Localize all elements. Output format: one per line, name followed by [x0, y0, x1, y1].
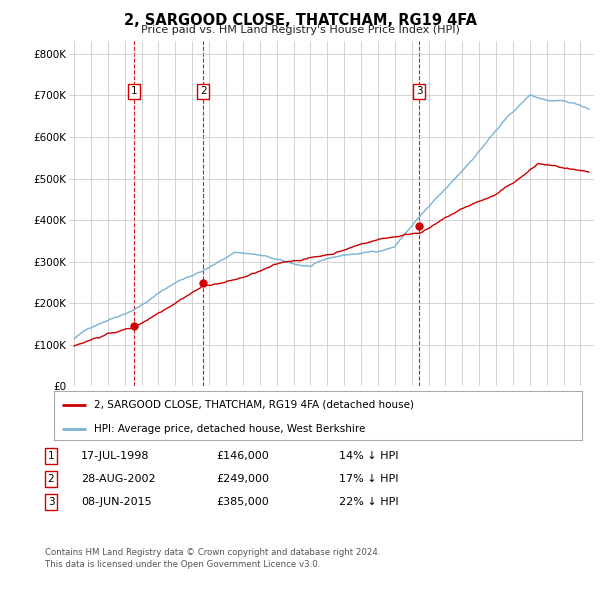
- Text: 17-JUL-1998: 17-JUL-1998: [81, 451, 149, 461]
- Text: 2: 2: [47, 474, 55, 484]
- Text: Price paid vs. HM Land Registry's House Price Index (HPI): Price paid vs. HM Land Registry's House …: [140, 25, 460, 35]
- Text: 1: 1: [131, 86, 137, 96]
- Point: [199, 278, 208, 288]
- Text: 2, SARGOOD CLOSE, THATCHAM, RG19 4FA (detached house): 2, SARGOOD CLOSE, THATCHAM, RG19 4FA (de…: [94, 399, 413, 409]
- Text: 1: 1: [47, 451, 55, 461]
- Text: 2, SARGOOD CLOSE, THATCHAM, RG19 4FA: 2, SARGOOD CLOSE, THATCHAM, RG19 4FA: [124, 13, 476, 28]
- Text: 2: 2: [200, 86, 206, 96]
- Text: HPI: Average price, detached house, West Berkshire: HPI: Average price, detached house, West…: [94, 424, 365, 434]
- Point: [129, 321, 139, 330]
- Text: £385,000: £385,000: [216, 497, 269, 507]
- Text: Contains HM Land Registry data © Crown copyright and database right 2024.
This d: Contains HM Land Registry data © Crown c…: [45, 548, 380, 569]
- Text: 17% ↓ HPI: 17% ↓ HPI: [339, 474, 398, 484]
- Point: [415, 222, 424, 231]
- Text: 3: 3: [47, 497, 55, 507]
- Text: £146,000: £146,000: [216, 451, 269, 461]
- Text: 14% ↓ HPI: 14% ↓ HPI: [339, 451, 398, 461]
- Text: 22% ↓ HPI: 22% ↓ HPI: [339, 497, 398, 507]
- Text: 28-AUG-2002: 28-AUG-2002: [81, 474, 155, 484]
- Text: £249,000: £249,000: [216, 474, 269, 484]
- Text: 08-JUN-2015: 08-JUN-2015: [81, 497, 152, 507]
- Text: 3: 3: [416, 86, 422, 96]
